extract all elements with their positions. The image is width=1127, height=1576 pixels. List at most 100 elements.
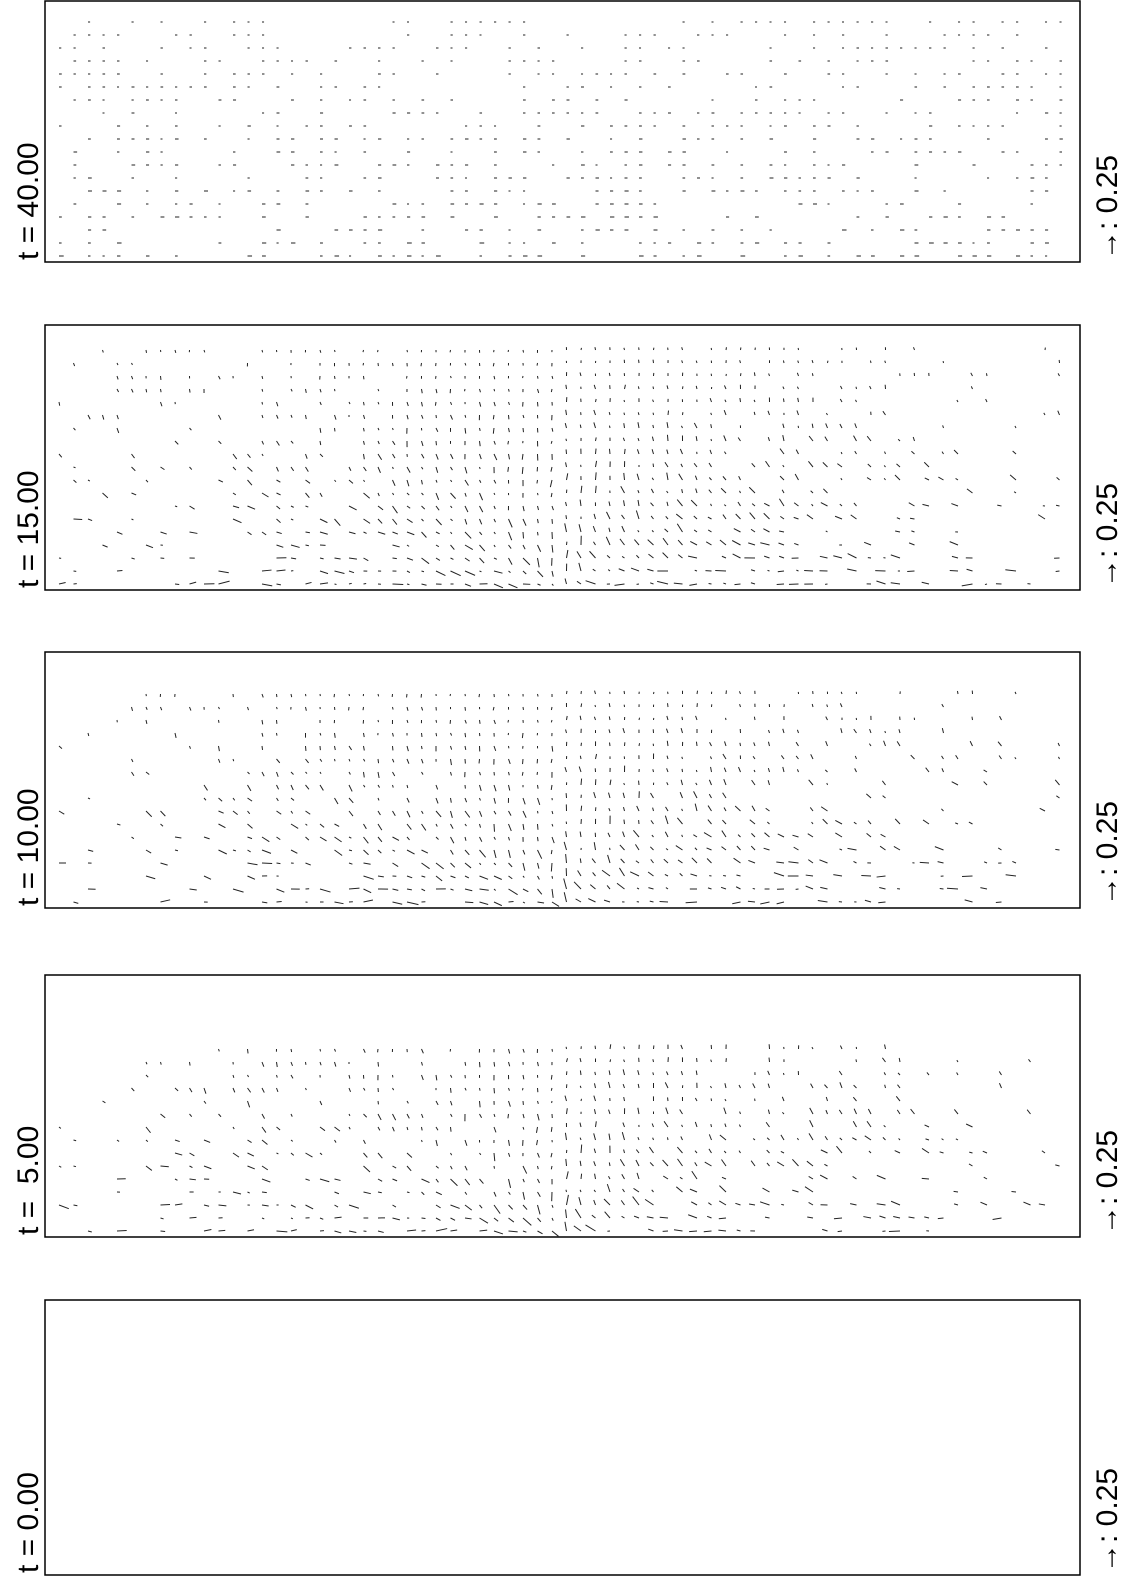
vector-arrow: [145, 1061, 148, 1065]
vector-arrow: [608, 448, 611, 455]
vector-arrow: [247, 531, 252, 536]
vector-arrow: [650, 488, 654, 494]
vector-arrow: [406, 570, 411, 573]
vector-arrow: [290, 518, 294, 521]
vector-arrow: [421, 862, 430, 870]
vector-arrow: [160, 899, 171, 903]
vector-arrow: [247, 1074, 250, 1078]
vector-arrow: [479, 388, 481, 393]
vector-arrow: [479, 1113, 483, 1119]
vector-arrow: [334, 1204, 339, 1208]
vector-arrow: [479, 719, 481, 724]
vector-arrow: [719, 1134, 727, 1141]
vector-arrow: [551, 888, 554, 898]
vector-arrow: [624, 384, 626, 390]
vector-arrow: [276, 1126, 281, 1131]
vector-arrow: [753, 716, 756, 721]
vector-arrow: [478, 693, 480, 698]
vector-arrow: [665, 806, 669, 812]
vector-arrow: [637, 1136, 640, 1141]
vector-arrow: [550, 719, 553, 723]
vector-arrow: [421, 706, 424, 711]
vector-arrow: [537, 719, 539, 723]
vector-arrow: [319, 823, 325, 828]
vector-arrow: [696, 690, 699, 695]
vector-arrow: [522, 901, 526, 904]
vector-arrow: [261, 1126, 267, 1133]
vector-arrow: [247, 1048, 249, 1054]
vector-arrow: [956, 399, 959, 403]
vector-arrow: [421, 505, 426, 510]
vector-arrow: [450, 1087, 452, 1093]
vector-arrow: [537, 518, 539, 524]
vector-arrow: [578, 562, 582, 572]
vector-arrow: [565, 854, 567, 864]
vector-arrow: [608, 527, 611, 533]
vector-arrow: [593, 716, 596, 721]
vector-arrow: [261, 1204, 269, 1207]
vector-arrow: [689, 583, 698, 586]
vector-arrow: [218, 580, 230, 585]
vector-arrow: [334, 901, 344, 905]
vector-arrow: [305, 1087, 307, 1091]
vector-arrow: [695, 782, 698, 786]
vector-arrow: [508, 531, 513, 541]
vector-arrow: [595, 1121, 597, 1128]
vector-arrow: [690, 873, 698, 877]
vector-arrow: [305, 531, 310, 534]
vector-arrow: [593, 1161, 596, 1167]
vector-arrow: [820, 806, 828, 812]
vector-arrow: [811, 359, 814, 364]
vector-arrow: [464, 849, 470, 856]
vector-arrow: [421, 823, 427, 831]
vector-arrow: [733, 857, 741, 864]
vector-arrow: [776, 1161, 785, 1167]
vector-arrow: [319, 518, 328, 524]
vector-arrow: [435, 823, 438, 827]
vector-arrow: [232, 888, 244, 893]
vector-arrow: [733, 528, 741, 533]
vector-arrow: [377, 492, 380, 497]
vector-arrow: [290, 771, 294, 775]
vector-arrow: [763, 528, 770, 533]
vector-arrow: [565, 1209, 567, 1219]
vector-arrow: [882, 410, 886, 416]
vector-arrow: [232, 797, 236, 801]
vector-arrow: [73, 518, 83, 521]
vector-arrow: [276, 544, 284, 548]
vector-arrow: [961, 875, 973, 878]
vector-arrow: [1057, 410, 1060, 416]
vector-arrow: [606, 1183, 611, 1193]
vector-arrow: [508, 875, 513, 880]
vector-arrow: [479, 531, 483, 536]
vector-arrow: [722, 792, 727, 799]
vector-arrow: [102, 544, 108, 548]
vector-arrow: [767, 741, 770, 747]
vector-arrow: [919, 861, 930, 864]
vector-arrow: [550, 492, 553, 498]
vector-arrow: [853, 1108, 857, 1115]
vector-arrow: [732, 553, 741, 559]
vector-arrow: [363, 453, 365, 460]
vector-arrow: [676, 499, 683, 507]
vector-arrow: [58, 581, 66, 585]
vector-arrow: [421, 440, 424, 447]
vector-arrow: [708, 477, 712, 481]
vector-arrow: [839, 423, 843, 429]
vector-arrow: [493, 453, 498, 461]
vector-arrow: [450, 797, 452, 803]
vector-arrow: [723, 1107, 727, 1115]
vector-arrow: [1056, 795, 1060, 799]
vector-arrow: [450, 479, 453, 483]
vector-arrow: [58, 810, 65, 815]
vector-arrow: [174, 1139, 180, 1143]
vector-arrow: [595, 472, 597, 481]
vector-arrow: [305, 823, 308, 826]
scale-label: →: 0.25: [1091, 1130, 1124, 1235]
vector-arrow: [752, 1138, 756, 1141]
vector-arrow: [392, 706, 394, 710]
vector-arrow: [580, 805, 583, 812]
vector-arrow: [479, 849, 486, 858]
vector-arrow: [897, 438, 901, 442]
vector-arrow: [792, 1158, 799, 1167]
